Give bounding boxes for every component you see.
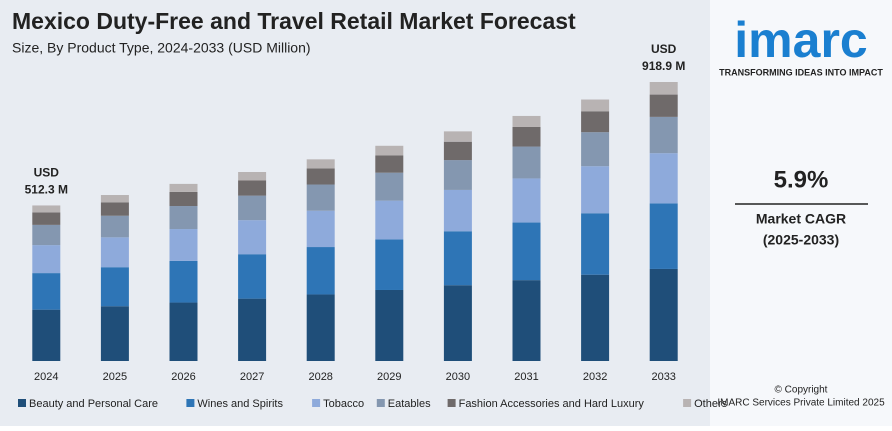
legend-swatch [447,399,456,407]
bar-segment [649,116,678,154]
bar-segment [238,220,267,255]
legend-label: Fashion Accessories and Hard Luxury [459,398,645,410]
bar-segment [443,141,472,161]
bar-segment [100,237,129,268]
bar-segment [306,247,335,295]
bar-segment [238,171,267,181]
bar-segment [512,222,541,281]
bar-segment [512,126,541,147]
bar-segment [375,200,404,240]
bar-segment [238,254,267,299]
bar-segment [32,205,61,213]
logo: imarc [734,12,867,68]
bar-segment [581,111,610,133]
bar-segment [649,203,678,269]
legend-label: Wines and Spirits [197,398,283,410]
bar-segment [512,115,541,127]
bar-segment [512,178,541,223]
copyright: © Copyright [775,385,828,396]
bar-segment [306,159,335,169]
x-tick-label: 2033 [651,371,675,383]
bar-segment [375,172,404,201]
bar-segment [375,239,404,290]
bar-segment [581,213,610,275]
legend-swatch [18,399,26,407]
bar-segment [443,231,472,286]
legend-swatch [683,399,692,407]
total-label-line: 512.3 M [25,183,68,197]
cagr-period: (2025-2033) [763,232,839,248]
company: IMARC Services Private Limited 2025 [717,398,885,409]
legend-label: Eatables [388,398,431,410]
chart-title: Mexico Duty-Free and Travel Retail Marke… [12,8,576,34]
x-tick-label: 2026 [171,371,195,383]
bar-segment [375,145,404,156]
bar-segment [306,184,335,211]
x-tick-label: 2032 [583,371,607,383]
bar-segment [306,294,335,361]
bar-segment [32,245,61,274]
bar-segment [32,212,61,225]
bar-segment [443,160,472,190]
x-tick-label: 2027 [240,371,264,383]
bar-segment [169,191,198,207]
bar-segment [512,280,541,361]
x-tick-label: 2028 [308,371,332,383]
total-label-line: USD [34,166,60,180]
bar-segment [100,215,129,238]
bar-segment [649,82,678,95]
bar-segment [581,132,610,167]
bar-segment [649,268,678,361]
legend-label: Tobacco [323,398,364,410]
chart-subtitle: Size, By Product Type, 2024-2033 (USD Mi… [12,40,311,56]
legend-label: Others [694,398,728,410]
bar-segment [169,260,198,303]
bar-segment [581,99,610,112]
bar-segment [169,206,198,230]
x-tick-label: 2031 [514,371,538,383]
bar-segment [100,202,129,216]
bar-segment [169,183,198,192]
total-label-line: 918.9 M [642,59,685,73]
bar-segment [238,195,267,221]
bar-segment [238,180,267,196]
legend-label: Beauty and Personal Care [29,398,158,410]
bar-segment [32,224,61,246]
bar-segment [306,168,335,185]
bar-segment [443,285,472,361]
bar-segment [100,306,129,361]
bar-segment [32,273,61,310]
bar-segment [100,195,129,203]
bar-segment [443,189,472,232]
bar-segment [238,298,267,361]
cagr-label: Market CAGR [756,211,846,227]
bar-segment [581,274,610,361]
bar-segment [100,267,129,307]
bar-segment [306,210,335,248]
x-tick-label: 2024 [34,371,58,383]
legend-swatch [312,399,321,407]
legend-swatch [376,399,385,407]
bar-segment [443,131,472,142]
bar-segment [649,153,678,204]
x-tick-label: 2029 [377,371,401,383]
legend-swatch [186,399,195,407]
sidebar-background [710,0,892,426]
bar-segment [581,166,610,214]
bar-segment [375,155,404,173]
tagline: TRANSFORMING IDEAS INTO IMPACT [719,67,883,77]
bar-segment [32,309,61,361]
bar-segment [169,229,198,261]
x-tick-label: 2025 [103,371,127,383]
bar-segment [649,94,678,117]
bar-segment [512,146,541,179]
bar-segment [375,289,404,361]
bar-segment [169,302,198,361]
total-label-line: USD [651,42,677,56]
cagr-value: 5.9% [774,166,829,193]
x-tick-label: 2030 [446,371,470,383]
